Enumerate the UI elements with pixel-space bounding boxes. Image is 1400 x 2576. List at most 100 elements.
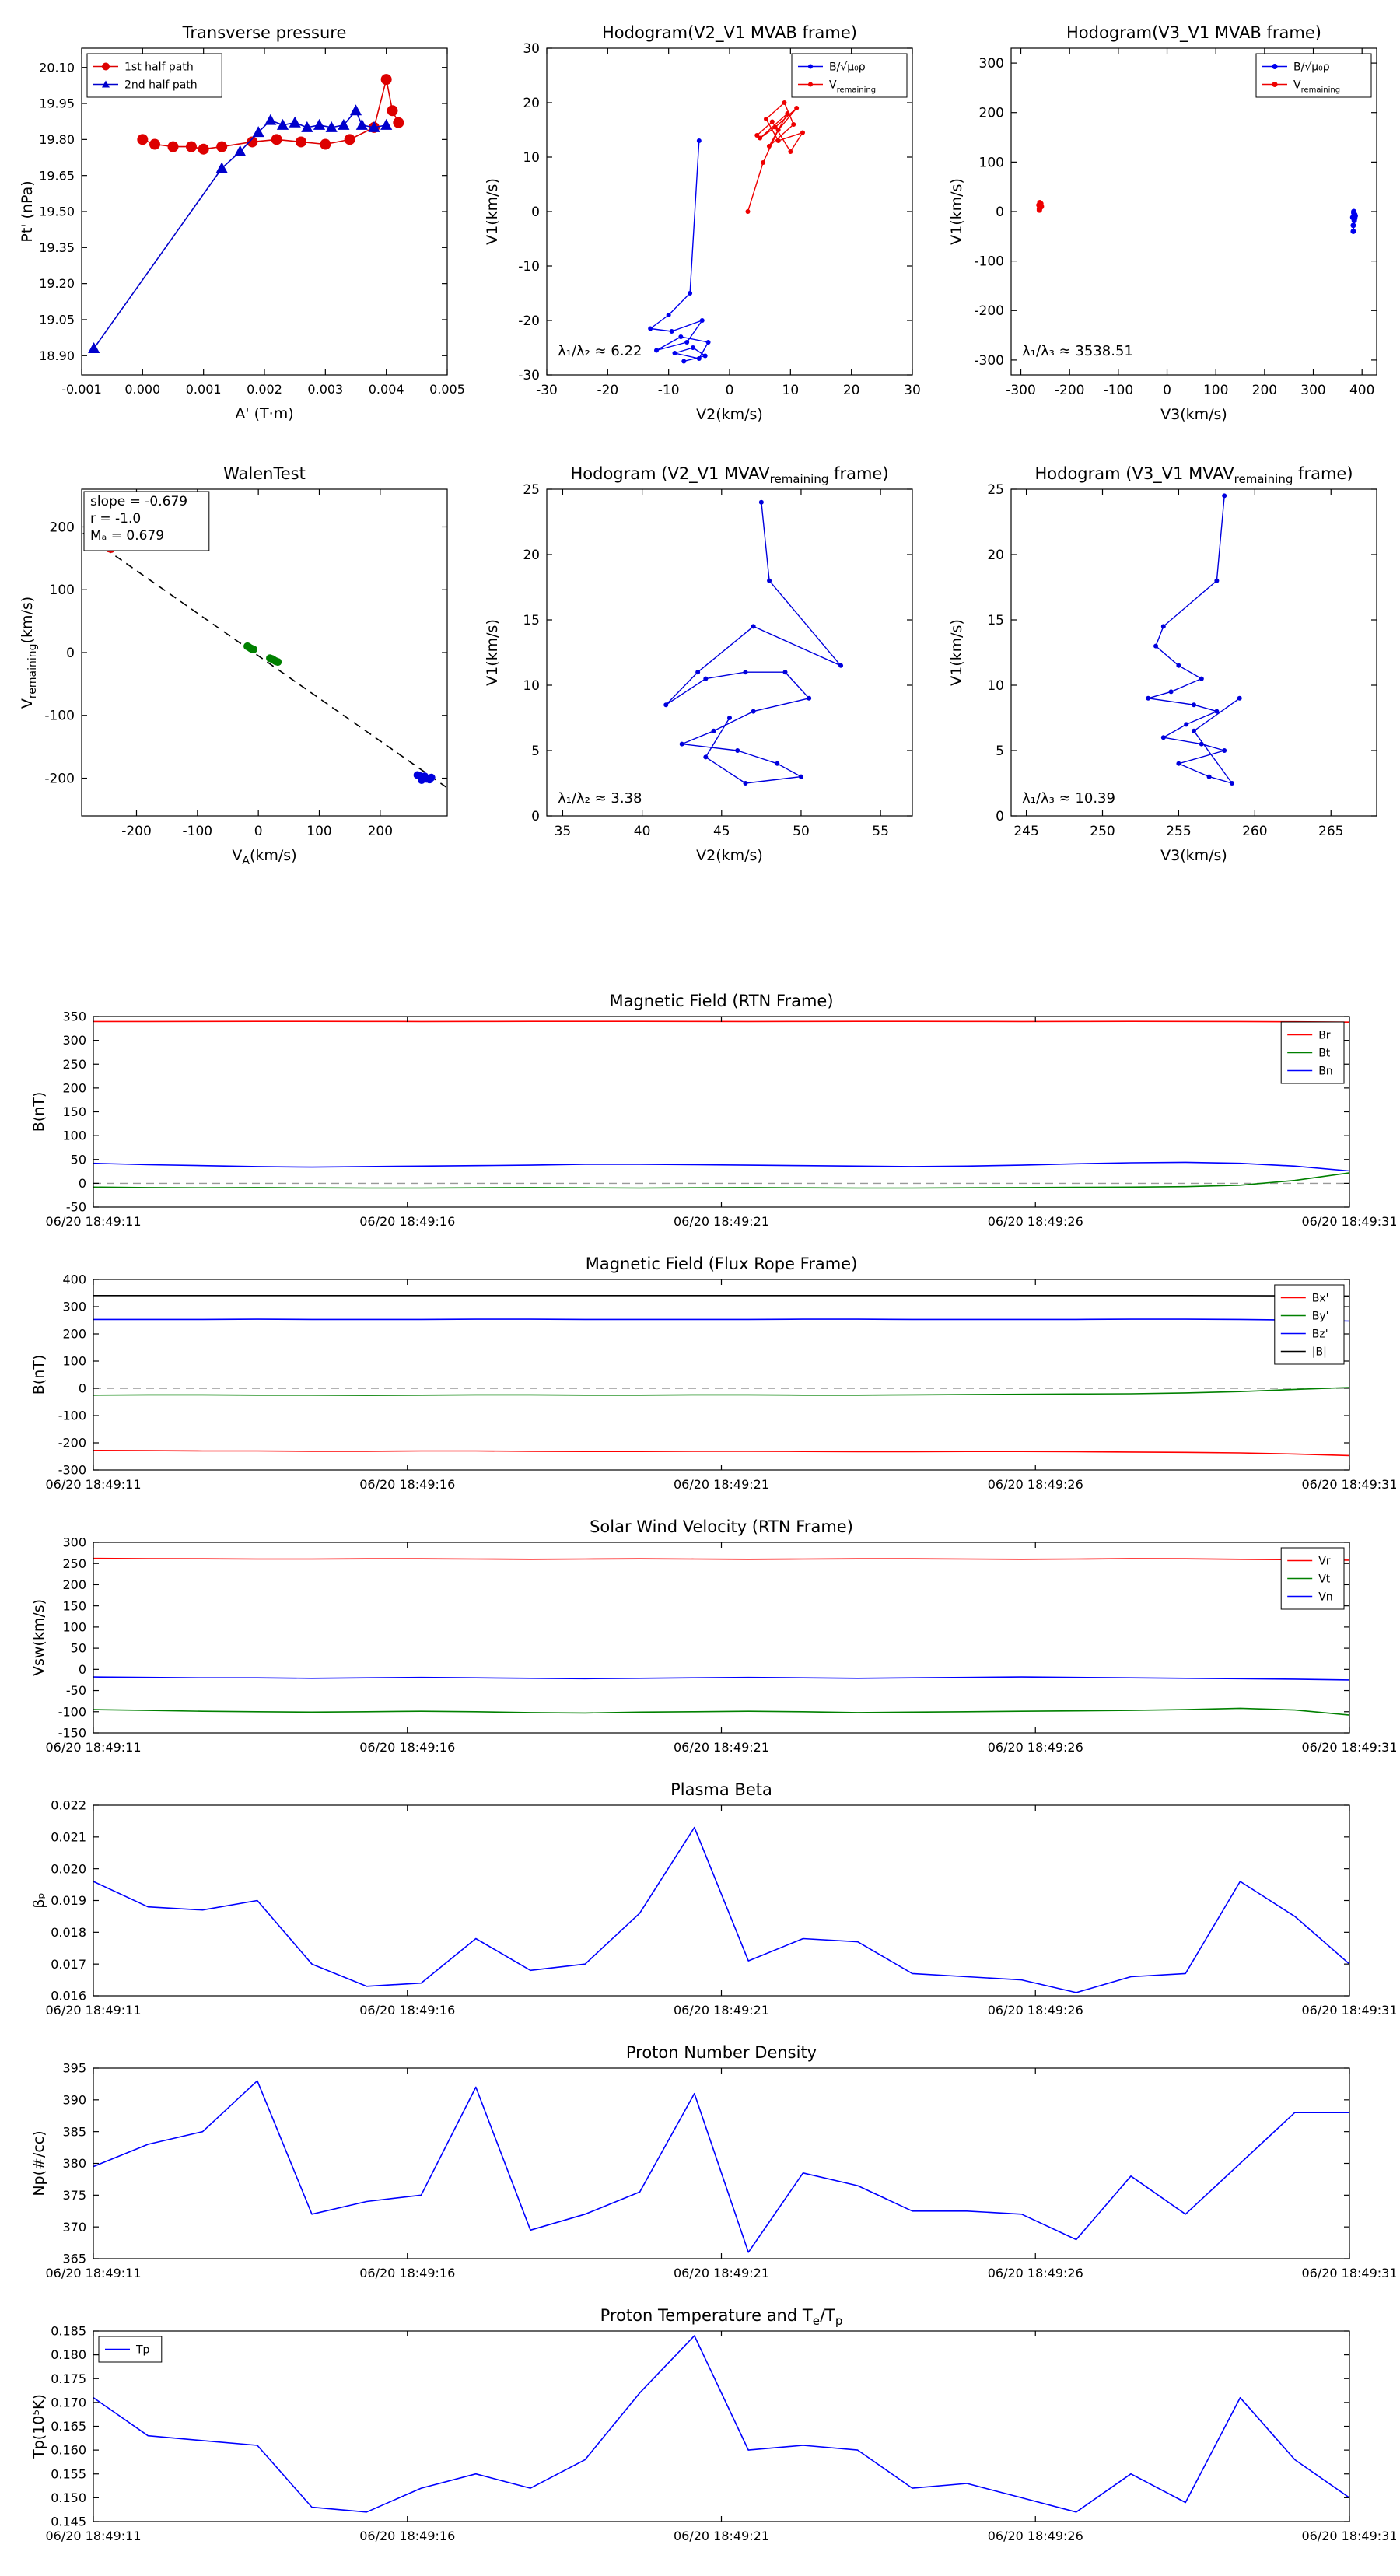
svg-text:300: 300 — [979, 56, 1004, 72]
svg-text:Transverse pressure: Transverse pressure — [182, 23, 347, 42]
svg-text:200: 200 — [1252, 383, 1277, 398]
svg-text:V3(km/s): V3(km/s) — [1160, 406, 1227, 423]
svg-text:-100: -100 — [974, 254, 1004, 270]
svg-text:Np(#/cc): Np(#/cc) — [30, 2130, 47, 2196]
svg-text:Vn: Vn — [1318, 1591, 1332, 1603]
svg-text:06/20 18:49:16: 06/20 18:49:16 — [359, 2529, 455, 2543]
svg-text:20: 20 — [523, 96, 540, 111]
svg-text:200: 200 — [62, 1327, 86, 1342]
svg-text:06/20 18:49:11: 06/20 18:49:11 — [45, 1477, 141, 1492]
svg-text:55: 55 — [872, 824, 889, 839]
hodogram-row-2: -200 -100 0 100 200 -200 -100 0 100 200 WalenTest V… — [0, 450, 1400, 874]
svg-text:365: 365 — [62, 2252, 86, 2266]
svg-text:Plasma Beta: Plasma Beta — [670, 1780, 772, 1799]
svg-text:-200: -200 — [44, 771, 75, 786]
svg-text:15: 15 — [987, 613, 1004, 628]
chart-magnetic-field-rtn: 06/20 18:49:11 06/20 18:49:16 06/20 18:49:… — [4, 982, 1396, 1244]
svg-text:0.021: 0.021 — [51, 1829, 86, 1844]
svg-text:-200: -200 — [121, 824, 152, 839]
svg-text:0.016: 0.016 — [51, 1989, 86, 2004]
svg-text:V1(km/s): V1(km/s) — [484, 619, 501, 686]
svg-text:V3(km/s): V3(km/s) — [1160, 847, 1227, 864]
chart-magnetic-field-flux-rope: 06/20 18:49:11 06/20 18:49:16 06/20 18:49:… — [4, 1244, 1396, 1507]
svg-text:0.155: 0.155 — [51, 2466, 86, 2481]
svg-text:Magnetic Field (Flux Rope Fram: Magnetic Field (Flux Rope Frame) — [586, 1255, 858, 1273]
svg-text:20: 20 — [987, 548, 1004, 563]
svg-text:19.80: 19.80 — [39, 132, 75, 147]
svg-text:06/20 18:49:26: 06/20 18:49:26 — [988, 2266, 1083, 2280]
svg-text:200: 200 — [368, 824, 393, 839]
svg-text:0.170: 0.170 — [51, 2395, 86, 2410]
svg-text:0: 0 — [79, 1381, 86, 1396]
svg-text:Vremaining: Vremaining — [1293, 79, 1340, 94]
svg-text:375: 375 — [62, 2188, 86, 2203]
svg-text:19.05: 19.05 — [39, 313, 75, 327]
svg-text:20: 20 — [842, 383, 859, 398]
svg-text:Hodogram(V3_V1 MVAB frame): Hodogram(V3_V1 MVAB frame) — [1066, 23, 1321, 43]
svg-text:0.001: 0.001 — [186, 382, 222, 397]
svg-text:-300: -300 — [58, 1463, 86, 1478]
svg-text:-200: -200 — [1055, 383, 1085, 398]
svg-text:0.005: 0.005 — [429, 382, 465, 397]
svg-text:25: 25 — [523, 482, 540, 498]
svg-text:Vremaining: Vremaining — [829, 79, 876, 94]
svg-text:10: 10 — [523, 678, 540, 694]
svg-text:06/20 18:49:31: 06/20 18:49:31 — [1301, 2266, 1396, 2280]
svg-text:Pt' (nPa): Pt' (nPa) — [19, 180, 36, 242]
svg-text:19.20: 19.20 — [39, 276, 75, 291]
svg-text:λ₁/λ₃ ≈ 3538.51: λ₁/λ₃ ≈ 3538.51 — [1022, 343, 1133, 359]
chart-solar-wind-velocity: 06/20 18:49:11 06/20 18:49:16 06/20 18:49:… — [4, 1507, 1396, 1770]
svg-text:30: 30 — [523, 41, 540, 57]
svg-text:0.017: 0.017 — [51, 1957, 86, 1972]
svg-text:06/20 18:49:11: 06/20 18:49:11 — [45, 2529, 141, 2543]
svg-text:0.002: 0.002 — [247, 382, 282, 397]
svg-text:-150: -150 — [58, 1726, 86, 1741]
svg-text:0.020: 0.020 — [51, 1861, 86, 1876]
svg-text:-300: -300 — [974, 353, 1004, 369]
svg-text:390: 390 — [62, 2092, 86, 2107]
svg-text:Bx': Bx' — [1312, 1292, 1329, 1304]
svg-text:0: 0 — [996, 205, 1004, 220]
svg-text:λ₁/λ₂ ≈ 3.38: λ₁/λ₂ ≈ 3.38 — [558, 790, 642, 807]
svg-text:300: 300 — [62, 1300, 86, 1314]
svg-text:5: 5 — [996, 744, 1004, 759]
chart-hodogram-v3v1-mvav: 245 250 255 260 265 0 5 10 15 20 25 Hodogram (V3_V1… — [933, 450, 1396, 874]
svg-text:-20: -20 — [597, 383, 618, 398]
svg-text:06/20 18:49:21: 06/20 18:49:21 — [674, 2529, 769, 2543]
svg-text:B(nT): B(nT) — [30, 1092, 47, 1132]
svg-text:Vsw(km/s): Vsw(km/s) — [30, 1599, 47, 1676]
svg-text:WalenTest: WalenTest — [223, 464, 306, 483]
svg-text:0.000: 0.000 — [124, 382, 160, 397]
svg-text:200: 200 — [62, 1080, 86, 1095]
svg-text:-30: -30 — [518, 368, 540, 383]
svg-text:λ₁/λ₃ ≈ 10.39: λ₁/λ₃ ≈ 10.39 — [1022, 790, 1115, 807]
svg-text:1st half path: 1st half path — [124, 61, 194, 73]
svg-text:19.65: 19.65 — [39, 168, 75, 183]
svg-text:0.145: 0.145 — [51, 2515, 86, 2529]
svg-text:slope = -0.679: slope = -0.679 — [90, 494, 187, 509]
svg-text:Proton Temperature and Te/Tp: Proton Temperature and Te/Tp — [600, 2306, 843, 2328]
svg-text:06/20 18:49:21: 06/20 18:49:21 — [674, 2003, 769, 2018]
svg-text:06/20 18:49:31: 06/20 18:49:31 — [1301, 2003, 1396, 2018]
svg-text:Vt: Vt — [1318, 1573, 1331, 1585]
svg-text:06/20 18:49:31: 06/20 18:49:31 — [1301, 2529, 1396, 2543]
svg-text:V1(km/s): V1(km/s) — [948, 619, 965, 686]
svg-text:-100: -100 — [58, 1409, 86, 1423]
svg-text:200: 200 — [50, 520, 75, 535]
svg-text:20: 20 — [523, 548, 540, 563]
chart-proton-number-density: 06/20 18:49:11 06/20 18:49:16 06/20 18:49:… — [4, 2033, 1396, 2296]
svg-text:400: 400 — [1349, 383, 1374, 398]
svg-text:06/20 18:49:11: 06/20 18:49:11 — [45, 2003, 141, 2018]
svg-text:300: 300 — [1300, 383, 1325, 398]
svg-text:-100: -100 — [58, 1704, 86, 1719]
svg-text:06/20 18:49:21: 06/20 18:49:21 — [674, 1477, 769, 1492]
svg-text:r = -1.0: r = -1.0 — [90, 511, 141, 527]
svg-text:06/20 18:49:31: 06/20 18:49:31 — [1301, 1740, 1396, 1755]
svg-text:0: 0 — [531, 205, 540, 220]
svg-text:06/20 18:49:16: 06/20 18:49:16 — [359, 2266, 455, 2280]
svg-text:19.50: 19.50 — [39, 205, 75, 219]
svg-text:Tp(10⁵K): Tp(10⁵K) — [30, 2394, 47, 2459]
svg-text:-50: -50 — [66, 1683, 86, 1698]
svg-text:-200: -200 — [58, 1436, 86, 1451]
svg-text:260: 260 — [1242, 824, 1267, 839]
